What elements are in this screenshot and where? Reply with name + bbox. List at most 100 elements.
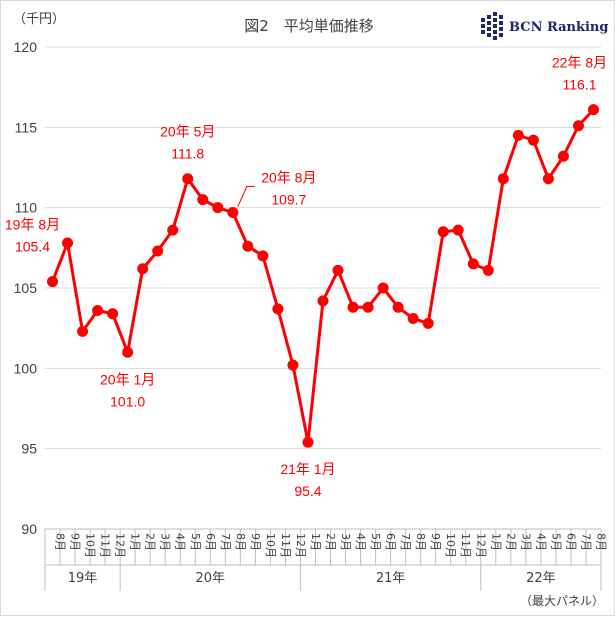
data-point — [392, 301, 404, 313]
annotation-value: 109.7 — [271, 191, 306, 207]
x-tick-label: 10月 — [444, 533, 457, 558]
y-axis-unit-label: （千円） — [13, 12, 65, 27]
data-point — [557, 150, 569, 162]
data-point — [302, 436, 314, 448]
y-tick-label: 110 — [15, 200, 38, 216]
data-point — [437, 226, 449, 238]
x-tick-label: 3月 — [339, 533, 352, 551]
x-tick-label: 9月 — [249, 533, 262, 551]
y-tick-label: 105 — [14, 280, 38, 296]
x-tick-label: 2月 — [504, 533, 517, 551]
y-tick-label: 95 — [21, 441, 37, 457]
data-point — [77, 325, 89, 337]
x-tick-label: 7月 — [579, 533, 592, 551]
y-tick-label: 90 — [21, 521, 37, 537]
x-tick-label: 5月 — [369, 533, 382, 551]
data-point — [482, 264, 494, 276]
brand-grid-icon — [481, 12, 503, 40]
annotation-value: 105.4 — [15, 239, 50, 255]
x-tick-label: 7月 — [399, 533, 412, 551]
x-tick-label: 4月 — [534, 533, 547, 551]
chart-title: 図2 平均単価推移 — [244, 17, 374, 35]
data-point — [467, 258, 479, 270]
data-point — [512, 129, 524, 141]
x-tick-label: 8月 — [234, 533, 247, 551]
annotation-label: 19年 8月 — [5, 217, 60, 233]
x-tick-label: 4月 — [354, 533, 367, 551]
data-point — [362, 301, 374, 313]
x-tick-label: 9月 — [429, 533, 442, 551]
data-point — [272, 303, 284, 315]
year-label: 22年 — [526, 571, 556, 586]
data-point — [287, 359, 299, 371]
x-tick-label: 1月 — [489, 533, 502, 551]
data-point — [407, 313, 419, 325]
x-tick-label: 12月 — [294, 533, 307, 558]
x-tick-label: 12月 — [114, 533, 127, 558]
x-tick-label: 1月 — [309, 533, 322, 551]
data-point — [122, 346, 134, 358]
data-point — [137, 263, 149, 275]
data-point — [497, 173, 509, 185]
data-point — [542, 173, 554, 185]
x-tick-label: 8月 — [594, 533, 607, 551]
panel-note: （最大パネル） — [520, 594, 604, 608]
data-point — [332, 264, 344, 276]
data-point — [587, 104, 599, 116]
x-tick-label: 6月 — [384, 533, 397, 551]
x-tick-label: 11月 — [99, 533, 112, 558]
data-point — [167, 224, 179, 236]
x-tick-label: 9月 — [69, 533, 82, 551]
year-label: 20年 — [196, 571, 226, 586]
annotations: 19年 8月 105.4 20年 1月 101.0 20年 5月 111.8 20年 8月 1… — [5, 55, 607, 500]
x-tick-label: 8月 — [414, 533, 427, 551]
x-tick-label: 5月 — [549, 533, 562, 551]
data-point — [197, 194, 209, 206]
data-point — [212, 202, 224, 214]
data-points — [47, 104, 599, 448]
x-tick-label: 12月 — [474, 533, 487, 558]
y-tick-label: 100 — [14, 360, 38, 376]
data-point — [227, 206, 239, 218]
x-tick-label: 7月 — [219, 533, 232, 551]
data-point — [527, 134, 539, 146]
annotation-value: 95.4 — [294, 483, 321, 499]
data-point — [47, 276, 59, 288]
data-point — [242, 240, 254, 252]
data-point — [107, 308, 119, 320]
x-tick-label: 6月 — [204, 533, 217, 551]
data-point — [257, 250, 269, 262]
data-point — [92, 304, 104, 316]
x-tick-label: 3月 — [159, 533, 172, 551]
data-point — [377, 282, 389, 294]
annotation-value: 116.1 — [562, 77, 596, 93]
year-label: 21年 — [376, 571, 406, 586]
gridlines — [45, 46, 601, 450]
x-tick-label: 5月 — [189, 533, 202, 551]
x-tick-label: 8月 — [54, 533, 67, 551]
annotation-label: 22年 8月 — [552, 55, 607, 71]
x-tick-label: 2月 — [144, 533, 157, 551]
data-point — [182, 173, 194, 185]
data-point — [452, 224, 464, 236]
x-tick-label: 11月 — [279, 533, 292, 558]
y-tick-label: 120 — [14, 39, 38, 55]
x-tick-label: 2月 — [324, 533, 337, 551]
brand-logo: BCN Ranking — [481, 12, 608, 40]
annotation-label: 20年 8月 — [261, 169, 316, 185]
data-point — [317, 295, 329, 307]
x-tick-label: 11月 — [459, 533, 472, 558]
annotation-leader — [237, 185, 255, 207]
x-tick-label: 10月 — [84, 533, 97, 558]
annotation-value: 111.8 — [171, 146, 204, 162]
annotation-value: 101.0 — [110, 393, 145, 409]
brand-name: BCN Ranking — [509, 20, 608, 35]
data-point — [422, 317, 434, 329]
data-point — [572, 120, 584, 132]
annotation-label: 20年 1月 — [100, 371, 155, 387]
data-point — [347, 301, 359, 313]
x-tick-label: 3月 — [519, 533, 532, 551]
x-tick-label: 4月 — [174, 533, 187, 551]
